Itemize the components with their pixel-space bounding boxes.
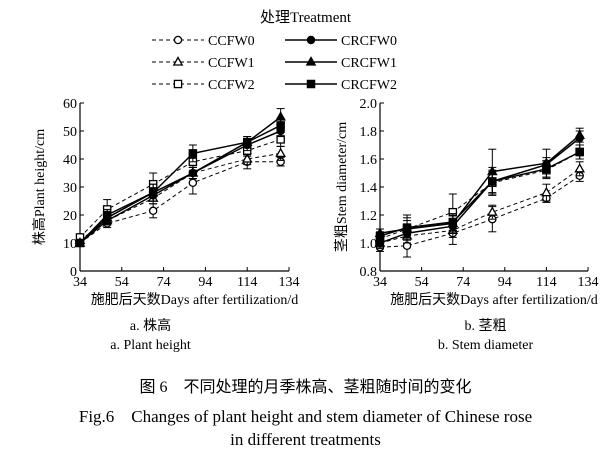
x-tick-label: 134: [578, 275, 599, 290]
y-tick-label: 20: [63, 209, 77, 224]
data-point: [188, 178, 198, 188]
caption-a-cn: a. 株高: [129, 319, 172, 334]
y-tick-label: 0: [70, 265, 77, 280]
caption-a-en: a. Plant height: [110, 338, 191, 353]
legend-label: CRCFW2: [341, 78, 397, 93]
legend-marker-square: [306, 79, 316, 89]
x-tick-label: 54: [115, 275, 129, 290]
data-point: [148, 206, 158, 216]
x-tick-label: 74: [456, 275, 470, 290]
data-point: [542, 164, 551, 174]
series-line: [379, 151, 580, 240]
y-tick-label: 1.4: [360, 181, 378, 196]
legend-label: CRCFW0: [341, 34, 397, 49]
legend-item-crcfw2: [285, 79, 337, 89]
data-point: [448, 217, 458, 227]
legend-label: CRCFW1: [341, 56, 397, 71]
series-line: [379, 151, 581, 237]
data-point: [75, 238, 85, 248]
series-crcfw2: [375, 144, 584, 241]
series-line: [79, 152, 281, 241]
series-line: [79, 124, 281, 244]
legend-item-ccfw0: [152, 35, 204, 45]
caption-b-en: b. Stem diameter: [437, 338, 534, 353]
legend-item-crcfw1: [285, 56, 337, 66]
legend-item-ccfw2: [152, 79, 204, 89]
data-point: [574, 129, 585, 139]
figure-title-en-1: Fig.6 Changes of plant height and stem d…: [78, 407, 533, 426]
data-point: [574, 162, 585, 173]
caption-b-cn: b. 茎粗: [464, 319, 507, 334]
y-tick-label: 1.8: [360, 125, 378, 140]
legend-marker-circle-open: [173, 35, 183, 45]
series-crcfw0: [75, 124, 285, 248]
data-point: [487, 206, 498, 216]
legend-label: CCFW1: [208, 56, 255, 71]
x-tick-label: 34: [373, 275, 387, 290]
figure-title-en-2: in different treatments: [230, 430, 381, 449]
y-tick-label: 2.0: [360, 97, 378, 112]
y-tick-label: 1.0: [360, 237, 378, 252]
series-line: [79, 161, 281, 244]
data-point: [375, 231, 385, 241]
y-tick-label: 0.8: [360, 265, 378, 280]
data-point: [541, 186, 552, 197]
y-tick-label: 50: [63, 125, 77, 140]
legend-marker-circle: [306, 35, 316, 45]
data-point: [276, 121, 285, 130]
data-point: [148, 188, 158, 197]
series-ccfw1: [74, 145, 286, 244]
series-crcfw2: [75, 117, 285, 248]
y-axis-label: 株高Plant height/cm: [31, 129, 48, 245]
legend-label: CCFW2: [208, 78, 255, 93]
legend-marker-triangle-open: [172, 56, 184, 66]
x-tick-label: 94: [498, 275, 512, 290]
x-tick-label: 74: [157, 275, 171, 290]
x-tick-label: 114: [536, 275, 556, 290]
x-tick-label: 34: [73, 275, 87, 290]
series-line: [79, 130, 281, 244]
data-point: [488, 177, 497, 186]
series-ccfw0: [375, 169, 584, 258]
legend-item-crcfw0: [285, 35, 337, 45]
y-tick-label: 30: [63, 181, 77, 196]
series-line: [379, 175, 580, 248]
series-line: [379, 168, 580, 244]
legend-item-ccfw1: [152, 56, 204, 66]
data-point: [242, 137, 252, 147]
series-line: [79, 116, 282, 244]
legend-marker-triangle: [305, 56, 317, 66]
data-point: [402, 223, 412, 232]
figure-title-cn: 图 6 不同处理的月季株高、茎粗随时间的变化: [139, 379, 472, 396]
y-tick-label: 40: [63, 153, 77, 168]
x-axis-label: 施肥后天数Days after fertilization/d: [390, 292, 598, 308]
x-tick-label: 94: [198, 275, 212, 290]
x-axis-label: 施肥后天数Days after fertilization/d: [91, 292, 299, 308]
data-point: [187, 167, 199, 177]
data-point: [575, 147, 584, 157]
x-tick-label: 134: [279, 275, 300, 290]
data-point: [275, 147, 286, 158]
y-tick-label: 1.2: [360, 209, 378, 224]
data-point: [102, 210, 112, 220]
legend-label: CCFW0: [208, 34, 255, 49]
y-axis-label: 茎粗Stem diameter/cm: [334, 122, 350, 252]
data-point: [241, 153, 253, 163]
y-tick-label: 60: [63, 97, 77, 112]
legend-title: 处理Treatment: [259, 10, 352, 26]
y-tick-label: 1.6: [360, 153, 378, 168]
legend-marker-square-open: [173, 79, 183, 89]
data-point: [188, 149, 198, 158]
series-line: [379, 137, 581, 244]
y-tick-label: 10: [63, 237, 77, 252]
x-tick-label: 54: [415, 275, 429, 290]
x-tick-label: 114: [237, 275, 257, 290]
